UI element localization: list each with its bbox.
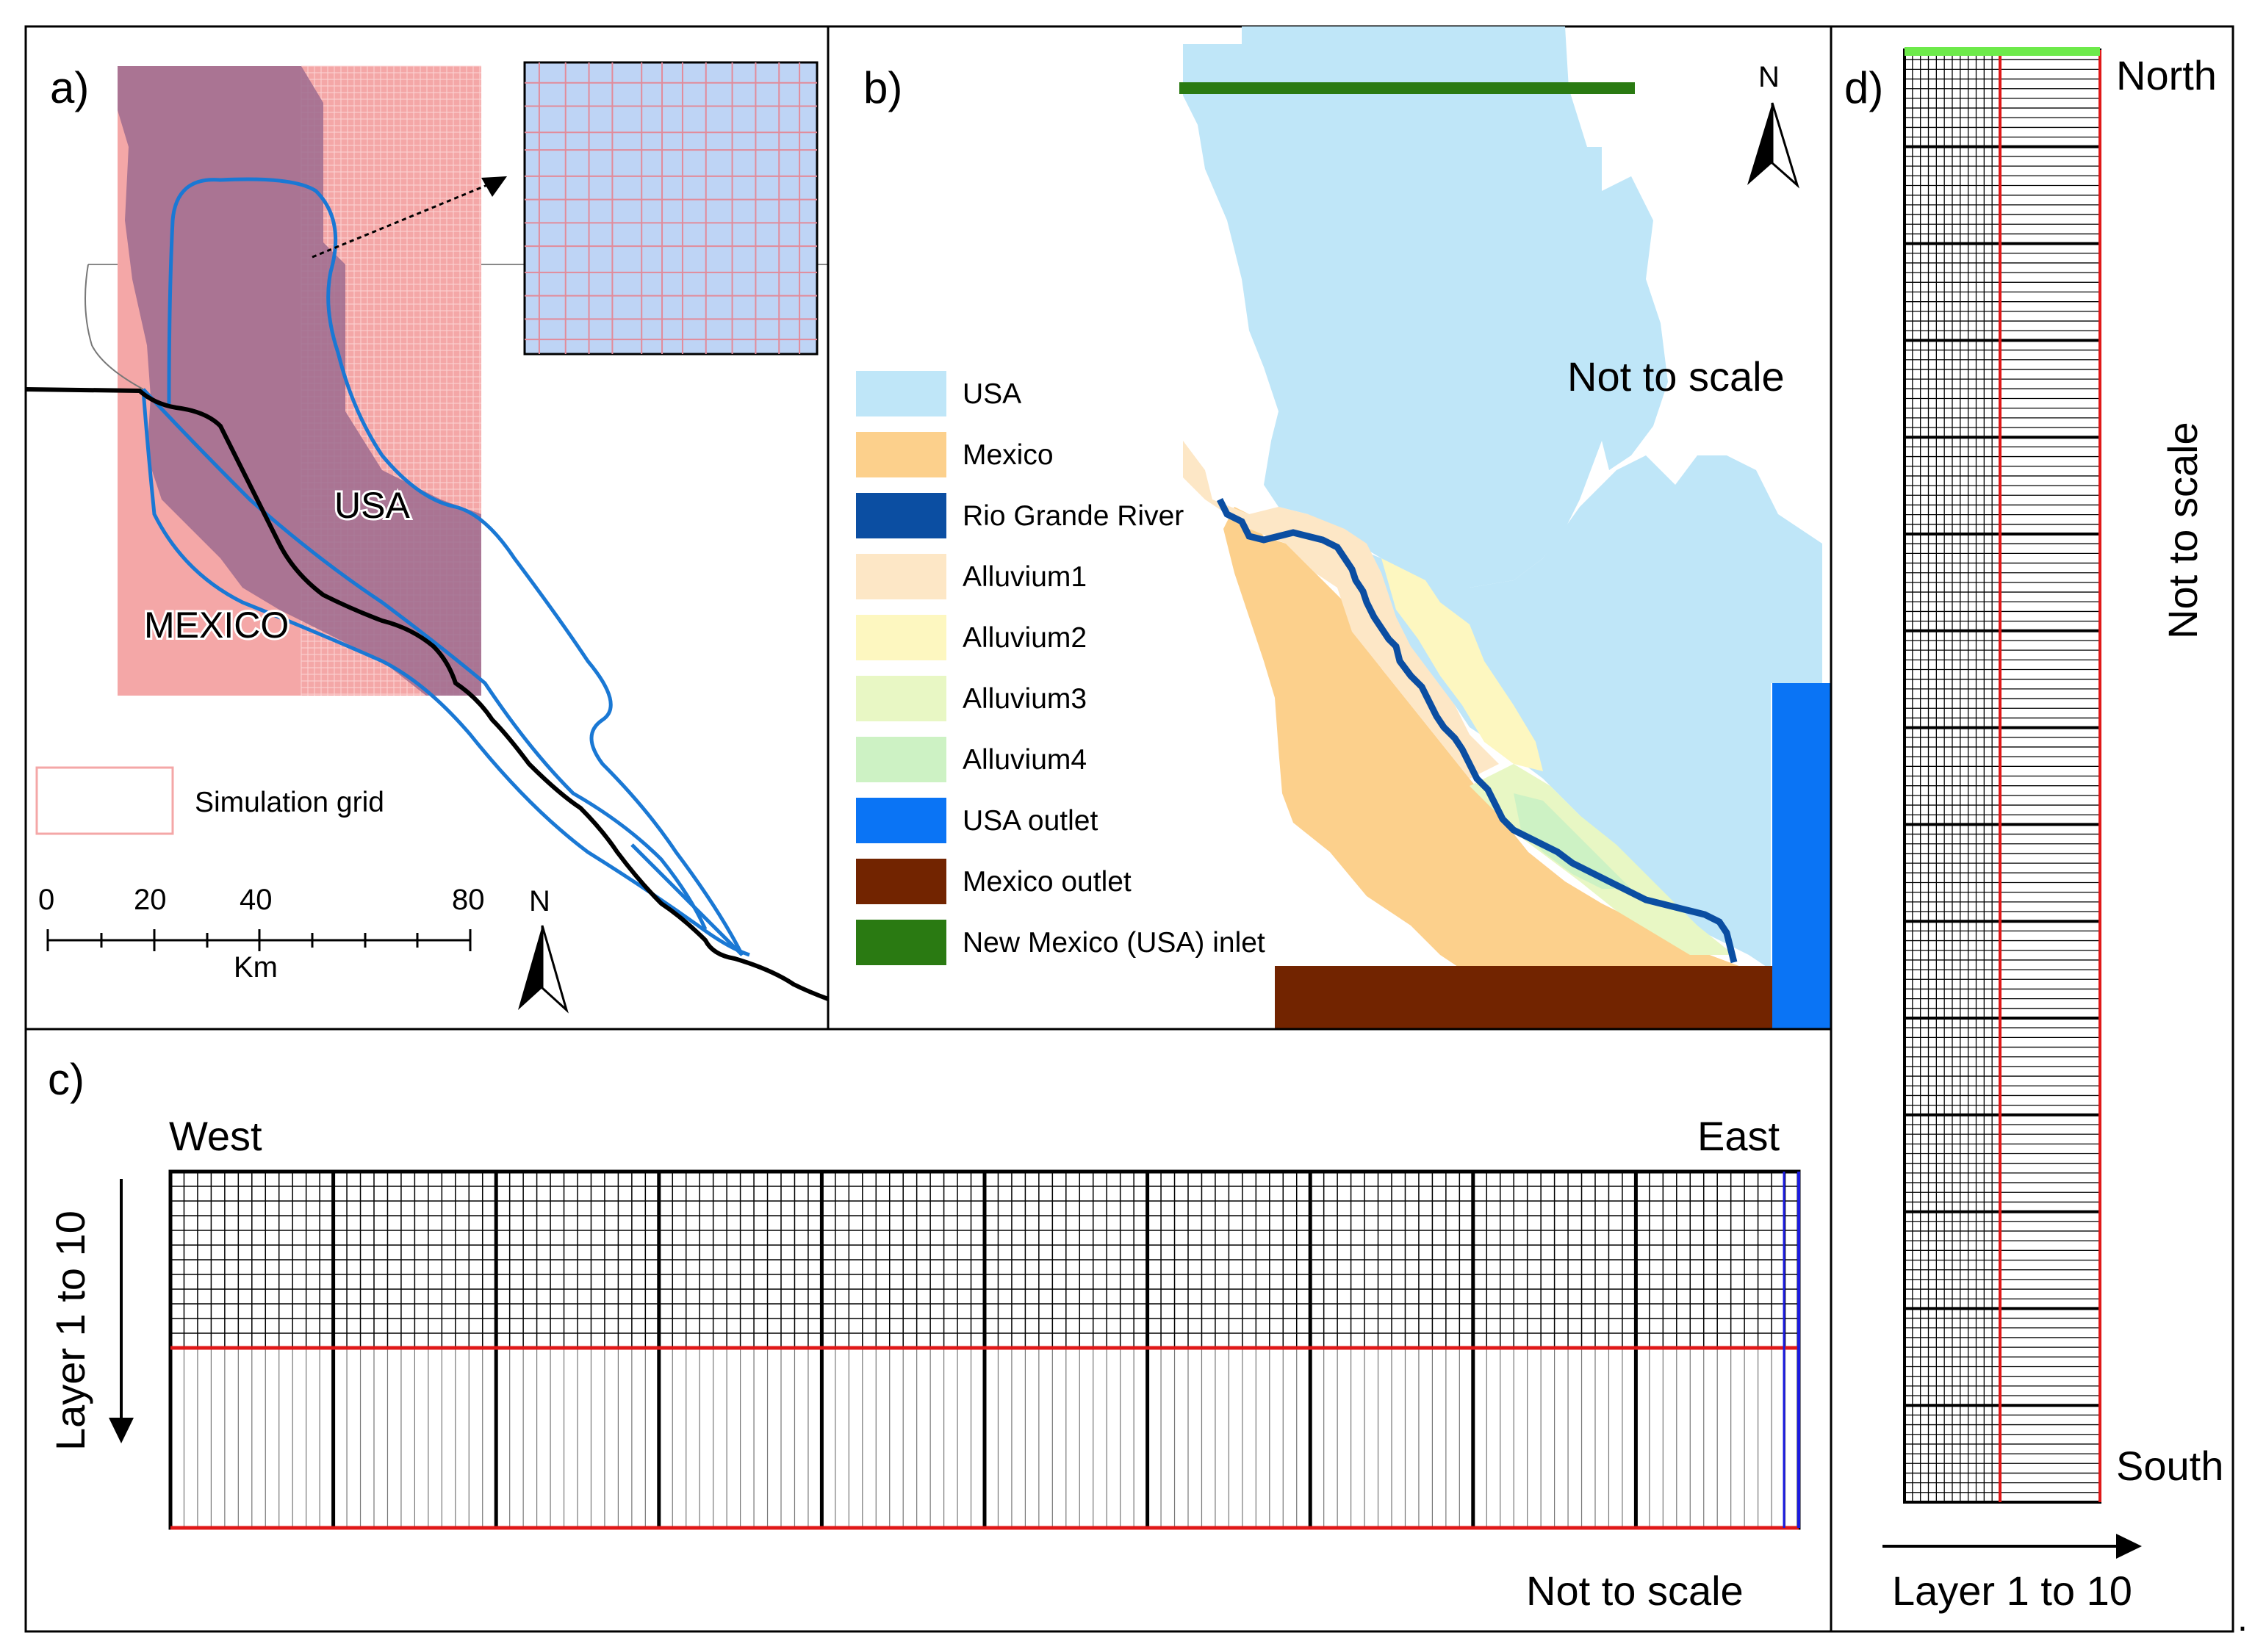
panel-d-not-to-scale: Not to scale — [2159, 422, 2206, 639]
usa-map-label: USA — [334, 485, 410, 526]
simulation-grid-legend-label: Simulation grid — [195, 787, 384, 818]
panel-a-north-letter: N — [529, 885, 550, 917]
legend-swatch — [856, 676, 946, 721]
panel-d-label: d) — [1844, 63, 1883, 112]
simulation-grid-swatch — [35, 766, 174, 835]
panel-b-north-letter: N — [1758, 61, 1780, 93]
legend-swatch — [856, 920, 946, 965]
new-mexico-inlet-bar — [1179, 82, 1635, 94]
panel-c-layer-arrow-icon — [109, 1418, 134, 1443]
legend-swatch — [856, 615, 946, 660]
panel-c: c) West East Not to scale Layer 1 to 10 — [24, 1028, 1833, 1633]
usa-boundary-line — [167, 177, 744, 956]
scale-bar — [46, 929, 472, 951]
legend-label: Rio Grande River — [963, 500, 1184, 532]
north-arrow-icon — [518, 926, 542, 1010]
panel-c-not-to-scale: Not to scale — [1526, 1568, 1744, 1614]
panel-b: b) N Not to scale USA Mexico Rio Grande Ri… — [827, 25, 1833, 1031]
scale-unit: Km — [234, 951, 278, 984]
inset-pointer-arrow-icon — [481, 176, 507, 197]
legend-label: Alluvium3 — [963, 683, 1087, 715]
rio-grande-line — [25, 387, 830, 1001]
rio-grande-river-line — [1216, 497, 1738, 964]
mexico-outlet-bar — [1275, 966, 1772, 1029]
panel-d-layer-arrow-icon — [2116, 1534, 2142, 1559]
panel-b-north-arrow-icon — [1747, 103, 1772, 185]
mexico-map-label: MEXICO — [144, 605, 289, 646]
panel-b-label: b) — [863, 63, 902, 112]
north-label: North — [2116, 52, 2217, 98]
east-label: East — [1697, 1113, 1780, 1159]
scale-tick-40: 40 — [240, 884, 273, 916]
panel-b-legend: USA Mexico Rio Grande River Alluvium1 Alluvi… — [856, 371, 1265, 965]
usa-outlet-bar — [1772, 683, 1831, 1029]
cross-section-grid — [168, 1169, 1801, 1530]
panel-c-label: c) — [48, 1055, 84, 1104]
panel-b-not-to-scale: Not to scale — [1567, 353, 1785, 400]
scale-tick-80: 80 — [452, 884, 485, 916]
panel-a-label: a) — [50, 63, 89, 112]
legend-swatch — [856, 371, 946, 416]
usa-region — [1183, 26, 1668, 588]
legend-label: Mexico — [963, 439, 1054, 471]
legend-label: USA outlet — [963, 805, 1098, 837]
scale-tick-0: 0 — [38, 884, 54, 916]
legend-label: New Mexico (USA) inlet — [963, 927, 1265, 959]
panel-b-north-arrow-outline-icon — [1771, 102, 1799, 189]
south-label: South — [2116, 1443, 2223, 1489]
alluvium4-region — [1514, 793, 1631, 889]
legend-label: USA — [963, 378, 1021, 410]
legend-label: Mexico outlet — [963, 866, 1132, 898]
scale-tick-20: 20 — [134, 884, 167, 916]
model-region — [118, 66, 481, 696]
trailing-period: . — [2237, 1598, 2248, 1639]
legend-label: Alluvium4 — [963, 744, 1087, 776]
legend-swatch — [856, 432, 946, 477]
inset-grid-lines — [525, 62, 817, 354]
state-boundary — [84, 264, 144, 390]
legend-swatch — [856, 554, 946, 599]
north-arrow-outline-icon — [541, 925, 569, 1014]
alluvium2-region — [1381, 558, 1543, 771]
north-inlet-green-bar — [1905, 47, 2100, 56]
panel-a: a) USA MEXICO Simulation grid 0 20 40 80… — [24, 25, 830, 1031]
panel-d-frame — [1830, 25, 2234, 1633]
grid-inset — [523, 61, 819, 356]
west-label: West — [169, 1113, 262, 1159]
legend-swatch — [856, 493, 946, 538]
panel-d-layer-label: Layer 1 to 10 — [1892, 1568, 2132, 1614]
alluvium1-region — [1183, 441, 1499, 779]
legend-swatch — [856, 737, 946, 782]
panel-c-layer-label: Layer 1 to 10 — [47, 1211, 93, 1451]
plan-view-grid — [1903, 47, 2101, 1504]
panel-c-frame — [24, 1028, 1833, 1633]
legend-label: Alluvium1 — [963, 561, 1087, 593]
panel-d: d) North South Not to scale Layer 1 to 1… — [1830, 25, 2234, 1633]
legend-swatch — [856, 859, 946, 904]
legend-label: Alluvium2 — [963, 622, 1087, 654]
inset-pointer-line — [312, 178, 500, 259]
legend-swatch — [856, 798, 946, 843]
river-buffer-line — [142, 388, 708, 931]
